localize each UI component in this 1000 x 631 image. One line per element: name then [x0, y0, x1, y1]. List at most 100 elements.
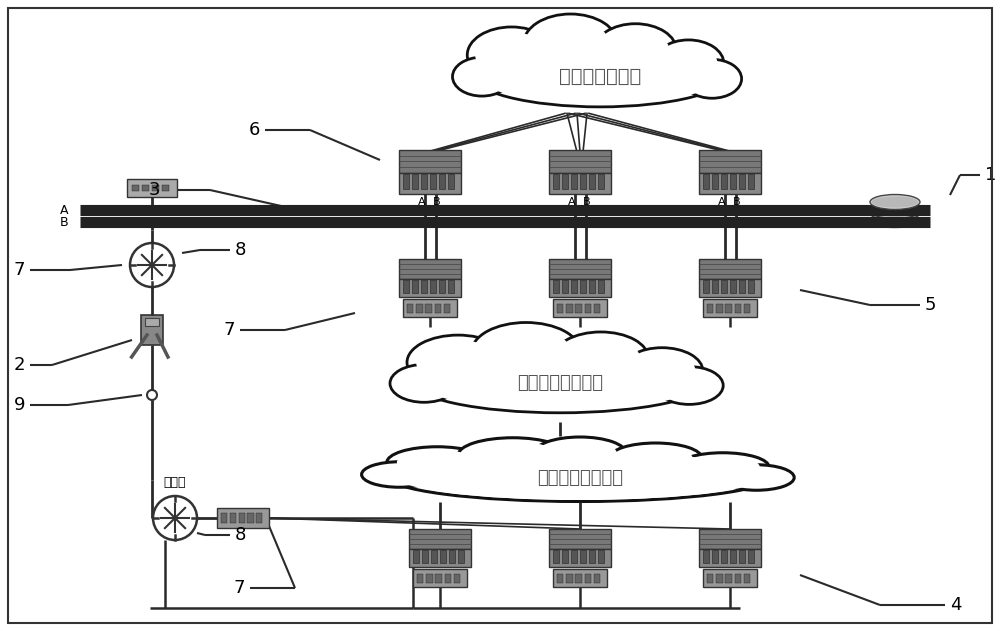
Ellipse shape [458, 438, 567, 472]
Ellipse shape [872, 196, 918, 208]
Ellipse shape [387, 447, 488, 478]
FancyBboxPatch shape [699, 259, 761, 279]
FancyBboxPatch shape [580, 280, 586, 293]
Ellipse shape [726, 468, 787, 488]
FancyBboxPatch shape [566, 304, 573, 312]
FancyBboxPatch shape [703, 569, 757, 587]
Text: B: B [433, 197, 441, 207]
Ellipse shape [659, 44, 718, 83]
FancyBboxPatch shape [703, 299, 757, 317]
Ellipse shape [870, 213, 920, 228]
FancyBboxPatch shape [425, 304, 432, 312]
Circle shape [153, 496, 197, 540]
Ellipse shape [870, 204, 920, 218]
FancyBboxPatch shape [549, 259, 611, 279]
Ellipse shape [416, 340, 500, 385]
Ellipse shape [472, 322, 580, 381]
FancyBboxPatch shape [399, 279, 461, 297]
FancyBboxPatch shape [162, 185, 169, 191]
FancyBboxPatch shape [439, 280, 445, 293]
FancyBboxPatch shape [594, 304, 600, 312]
FancyBboxPatch shape [256, 513, 262, 523]
FancyBboxPatch shape [412, 280, 418, 293]
Text: 1: 1 [985, 166, 996, 184]
Circle shape [147, 390, 157, 400]
FancyBboxPatch shape [739, 280, 745, 293]
FancyBboxPatch shape [721, 174, 727, 189]
FancyBboxPatch shape [598, 280, 604, 293]
FancyBboxPatch shape [703, 280, 709, 293]
FancyBboxPatch shape [445, 574, 451, 582]
FancyBboxPatch shape [585, 304, 591, 312]
FancyBboxPatch shape [448, 174, 454, 189]
Ellipse shape [407, 335, 509, 390]
FancyBboxPatch shape [440, 550, 446, 563]
FancyBboxPatch shape [598, 550, 604, 563]
Ellipse shape [562, 337, 640, 380]
FancyBboxPatch shape [448, 280, 454, 293]
Ellipse shape [872, 206, 918, 216]
FancyBboxPatch shape [707, 574, 713, 582]
Text: 调度数据网集控侧: 调度数据网集控侧 [517, 374, 603, 392]
Ellipse shape [534, 437, 626, 470]
FancyBboxPatch shape [399, 150, 461, 173]
FancyBboxPatch shape [435, 304, 441, 312]
FancyBboxPatch shape [454, 574, 460, 582]
FancyBboxPatch shape [580, 550, 586, 563]
Ellipse shape [602, 28, 669, 73]
FancyBboxPatch shape [703, 174, 709, 189]
FancyBboxPatch shape [699, 529, 761, 549]
FancyBboxPatch shape [431, 550, 437, 563]
FancyBboxPatch shape [247, 513, 254, 523]
Text: 7: 7 [234, 579, 245, 597]
FancyBboxPatch shape [730, 550, 736, 563]
FancyBboxPatch shape [571, 280, 577, 293]
FancyBboxPatch shape [557, 574, 563, 582]
Text: 8: 8 [235, 526, 246, 544]
FancyBboxPatch shape [699, 279, 761, 297]
FancyBboxPatch shape [430, 174, 436, 189]
Ellipse shape [683, 59, 742, 98]
FancyBboxPatch shape [598, 174, 604, 189]
FancyBboxPatch shape [549, 549, 611, 567]
FancyBboxPatch shape [444, 304, 450, 312]
FancyBboxPatch shape [230, 513, 236, 523]
FancyBboxPatch shape [152, 185, 159, 191]
FancyBboxPatch shape [403, 280, 409, 293]
Text: A: A [718, 197, 726, 207]
Ellipse shape [397, 450, 478, 475]
FancyBboxPatch shape [575, 574, 582, 582]
Ellipse shape [619, 446, 693, 470]
Ellipse shape [470, 40, 730, 107]
Ellipse shape [417, 350, 703, 411]
FancyBboxPatch shape [589, 550, 595, 563]
Ellipse shape [395, 452, 765, 500]
FancyBboxPatch shape [716, 304, 723, 312]
FancyBboxPatch shape [412, 174, 418, 189]
Ellipse shape [396, 368, 452, 399]
FancyBboxPatch shape [399, 173, 461, 194]
Text: 2: 2 [14, 356, 25, 374]
FancyBboxPatch shape [730, 280, 736, 293]
FancyBboxPatch shape [712, 174, 718, 189]
Ellipse shape [872, 215, 918, 225]
FancyBboxPatch shape [725, 304, 732, 312]
Text: 6: 6 [249, 121, 260, 139]
Ellipse shape [476, 42, 724, 105]
Ellipse shape [481, 327, 571, 376]
FancyBboxPatch shape [553, 550, 559, 563]
FancyBboxPatch shape [549, 279, 611, 297]
FancyBboxPatch shape [553, 569, 607, 587]
FancyBboxPatch shape [407, 304, 413, 312]
FancyBboxPatch shape [239, 513, 245, 523]
Ellipse shape [467, 27, 556, 83]
FancyBboxPatch shape [449, 550, 455, 563]
FancyBboxPatch shape [580, 174, 586, 189]
FancyBboxPatch shape [553, 174, 559, 189]
FancyBboxPatch shape [748, 280, 754, 293]
Text: 8: 8 [235, 241, 246, 259]
Ellipse shape [543, 440, 617, 467]
FancyBboxPatch shape [403, 174, 409, 189]
FancyBboxPatch shape [589, 174, 595, 189]
Ellipse shape [458, 61, 506, 93]
